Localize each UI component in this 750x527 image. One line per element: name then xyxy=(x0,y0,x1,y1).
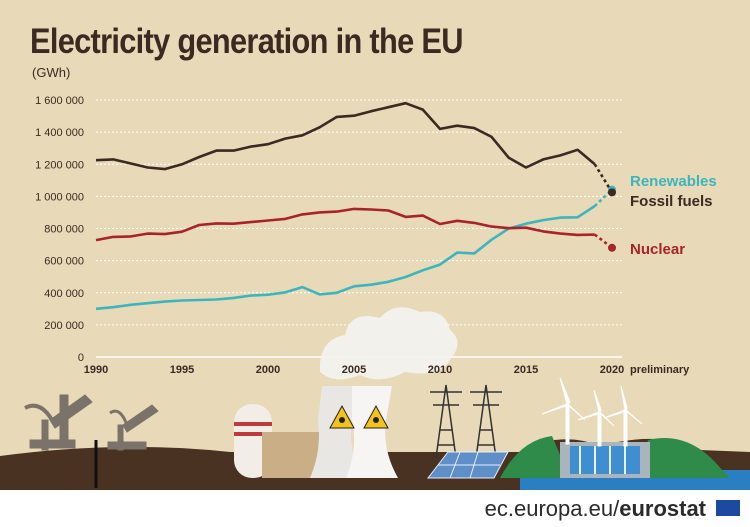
x-tick-labels: 1990 1995 2000 2005 2010 2015 2020 preliminary xyxy=(84,364,690,376)
y-tick-label: 200 000 xyxy=(44,320,84,332)
y-tick-labels: 0 200 000 400 000 600 000 800 000 1 000 000 1 … xyxy=(35,95,84,364)
y-tick-label: 400 000 xyxy=(44,288,84,300)
y-tick-label: 1 000 000 xyxy=(35,191,84,203)
eu-flag-icon xyxy=(716,500,740,516)
series-end-point xyxy=(608,188,616,197)
solar-panel-icon xyxy=(426,451,509,479)
y-tick-label: 1 600 000 xyxy=(35,95,84,107)
y-tick-label: 0 xyxy=(78,352,84,364)
nuclear-plant-icon xyxy=(234,307,458,478)
chart-title: Electricity generation in the EU xyxy=(30,22,463,61)
series-line xyxy=(95,207,595,242)
y-tick-label: 600 000 xyxy=(44,256,84,268)
x-tick-label: 1990 xyxy=(84,364,108,376)
y-axis-unit: (GWh) xyxy=(32,65,71,80)
x-tick-label: 2000 xyxy=(256,364,280,376)
series-label: Nuclear xyxy=(630,241,685,258)
series-label: Fossil fuels xyxy=(630,193,713,210)
hydro-dam-icon xyxy=(560,442,650,478)
footer: ec.europa.eu/eurostat xyxy=(0,490,750,527)
power-pylon-icon xyxy=(430,384,502,459)
x-tick-label: 1995 xyxy=(170,364,194,376)
series-line xyxy=(95,101,596,171)
footer-brand: eurostat xyxy=(619,496,706,521)
x-tick-label: 2015 xyxy=(514,364,538,376)
energy-illustration xyxy=(0,307,750,490)
y-tick-label: 800 000 xyxy=(44,224,84,236)
green-hill xyxy=(500,436,570,478)
green-hill xyxy=(640,438,730,478)
y-tick-label: 1 400 000 xyxy=(35,127,84,139)
wind-turbine-icon xyxy=(541,377,643,447)
line-labels: Renewables Fossil fuels Nuclear xyxy=(630,173,717,258)
y-tick-label: 1 200 000 xyxy=(35,159,84,171)
oil-pump-icon xyxy=(24,394,93,451)
x-tick-label: 2020 xyxy=(600,364,624,376)
series-line xyxy=(95,204,596,311)
x-tick-label: 2010 xyxy=(428,364,452,376)
series-end-point xyxy=(608,243,616,252)
series-label: Renewables xyxy=(630,173,717,190)
footer-credit[interactable]: ec.europa.eu/eurostat xyxy=(485,496,706,522)
x-tick-label: 2005 xyxy=(342,364,366,376)
series xyxy=(95,101,616,311)
preliminary-annotation: preliminary xyxy=(630,364,690,376)
oil-pump-icon xyxy=(107,404,159,451)
footer-site: ec.europa.eu/ xyxy=(484,496,620,521)
